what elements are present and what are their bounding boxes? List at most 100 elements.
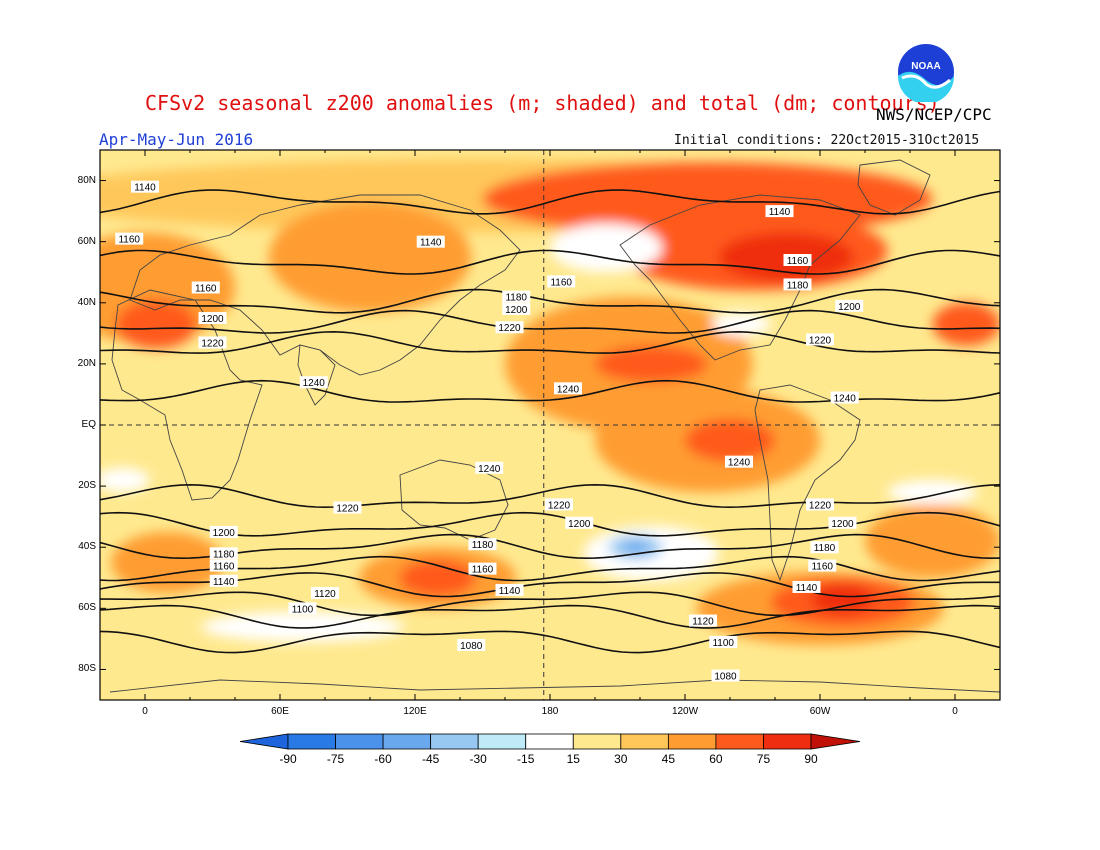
contour-label: 1180 — [810, 541, 839, 554]
colorbar-swatch — [525, 733, 574, 750]
contour-label: 1080 — [711, 669, 740, 683]
anomaly-region-14 — [399, 559, 476, 597]
contour-label: 1240 — [475, 461, 504, 475]
svg-text:1240: 1240 — [557, 384, 580, 395]
contour-label: 1220 — [333, 501, 362, 515]
colorbar-swatch — [667, 733, 717, 750]
anomaly-region-7 — [932, 302, 1000, 346]
contour-label: 1240 — [299, 376, 328, 389]
season-label: Apr-May-Jun 2016 — [99, 130, 254, 149]
colorbar-label: 60 — [709, 752, 723, 766]
contour-label: 1160 — [468, 562, 497, 576]
contour-line-1220 — [100, 483, 1000, 509]
colorbar-swatch — [382, 733, 432, 750]
svg-text:1160: 1160 — [118, 235, 140, 246]
contour-label: 1220 — [495, 321, 524, 334]
continent-outline-eurasia — [129, 194, 521, 376]
anomaly-region-11 — [685, 418, 775, 462]
colorbar-swatch — [620, 733, 669, 750]
colorbar-label: 30 — [614, 752, 628, 766]
contour-line-1200 — [100, 309, 1000, 334]
contour-label: 1200 — [198, 312, 227, 325]
noaa-logo-icon: NOAA — [898, 44, 954, 102]
colorbar-swatch — [477, 733, 527, 750]
initial-conditions-label: Initial conditions: 22Oct2015-31Oct2015 — [674, 133, 980, 148]
contour-line-1220 — [100, 330, 1000, 354]
continent-outline-north-america — [619, 194, 861, 361]
anomaly-region-6 — [115, 299, 197, 349]
svg-text:1160: 1160 — [787, 256, 809, 267]
continent-outline-australia — [399, 459, 509, 541]
svg-text:1180: 1180 — [505, 293, 527, 304]
contour-line-1140 — [100, 189, 1000, 215]
svg-text:1180: 1180 — [213, 549, 235, 560]
contour-label: 1140 — [792, 580, 821, 594]
contour-label: 1220 — [806, 333, 834, 346]
contour-label: 1240 — [725, 455, 753, 469]
colorbar-swatch — [430, 733, 479, 750]
colorbar-swatch — [287, 733, 336, 750]
svg-text:1100: 1100 — [292, 604, 314, 615]
contour-label: 1200 — [502, 302, 531, 316]
lat-label: 20S — [78, 480, 96, 492]
svg-text:1240: 1240 — [728, 458, 751, 469]
svg-text:1180: 1180 — [814, 543, 836, 554]
colorbar-swatch — [715, 733, 764, 750]
svg-text:1220: 1220 — [809, 500, 832, 511]
continent-outline-india — [297, 344, 336, 406]
contour-label: 1200 — [835, 299, 864, 313]
lon-label: 60E — [271, 706, 289, 717]
svg-text:1220: 1220 — [336, 504, 359, 515]
svg-text:1200: 1200 — [213, 528, 236, 539]
svg-text:1160: 1160 — [811, 562, 833, 573]
svg-text:1220: 1220 — [201, 339, 224, 350]
contour-label: 1220 — [806, 498, 834, 511]
svg-text:1120: 1120 — [314, 589, 336, 600]
contour-label: 1200 — [828, 516, 857, 530]
colorbar-swatch — [763, 733, 812, 750]
colorbar-label: -90 — [279, 752, 297, 766]
contour-line-1160 — [100, 249, 1000, 275]
lat-label: 40S — [78, 541, 96, 553]
contour-line-1180 — [100, 288, 1000, 314]
colorbar-label: 15 — [566, 752, 580, 766]
contour-label: 1140 — [209, 574, 238, 588]
contour-label: 1140 — [416, 235, 445, 249]
lon-label: 0 — [142, 706, 148, 717]
svg-text:1160: 1160 — [472, 565, 494, 576]
anomaly-region-25 — [201, 611, 404, 642]
svg-text:1160: 1160 — [213, 562, 235, 573]
svg-text:1220: 1220 — [548, 500, 571, 511]
svg-text:1140: 1140 — [213, 577, 235, 588]
contour-label: 1240 — [830, 391, 859, 405]
contour-label: 1160 — [115, 232, 144, 246]
contour-label: 1240 — [554, 382, 582, 395]
lat-label: 20N — [77, 357, 96, 369]
contour-label: 1140 — [131, 180, 159, 194]
contour-label: 1180 — [502, 290, 531, 304]
lat-label: 60S — [78, 602, 96, 614]
lat-label: 60N — [77, 235, 96, 247]
contour-label: 1200 — [565, 516, 594, 530]
lon-label: 0 — [952, 706, 958, 717]
svg-text:1200: 1200 — [568, 519, 591, 530]
svg-text:1220: 1220 — [809, 335, 832, 346]
map-title: CFSv2 seasonal z200 anomalies (m; shaded… — [145, 91, 940, 115]
svg-text:1200: 1200 — [201, 314, 224, 325]
continent-outline-antarctica — [109, 679, 1000, 693]
contour-label: 1180 — [468, 538, 497, 551]
svg-text:1200: 1200 — [838, 302, 861, 313]
colorbar-arrow-high — [810, 733, 861, 750]
colorbar-swatch — [572, 733, 622, 750]
svg-text:1140: 1140 — [796, 583, 818, 594]
lon-label: 120E — [403, 706, 427, 717]
contour-line-1100 — [100, 604, 1000, 629]
contour-label: 1160 — [191, 281, 220, 295]
contour-line-1180 — [100, 533, 1000, 560]
colorbar-swatch — [335, 733, 384, 750]
svg-text:1140: 1140 — [134, 183, 156, 194]
svg-text:1240: 1240 — [478, 464, 501, 475]
anomaly-region-24 — [100, 467, 150, 493]
